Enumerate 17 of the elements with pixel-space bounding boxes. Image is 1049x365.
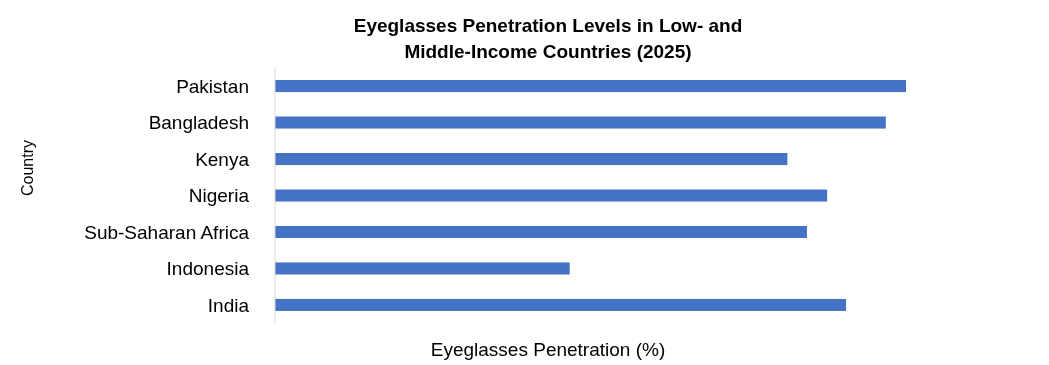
bar xyxy=(275,225,807,238)
bar xyxy=(275,153,788,166)
y-tick-label: India xyxy=(207,294,250,316)
y-tick-label: Sub-Saharan Africa xyxy=(84,221,250,243)
bar xyxy=(275,116,886,129)
y-tick-label: Pakistan xyxy=(176,75,249,97)
y-axis-title: Country xyxy=(19,139,36,197)
y-tick-label: Indonesia xyxy=(166,258,250,280)
bar xyxy=(275,189,828,202)
bar xyxy=(275,80,906,93)
bar xyxy=(275,262,570,275)
x-axis-title: Eyeglasses Penetration (%) xyxy=(430,339,666,360)
y-tick-label: Kenya xyxy=(195,148,250,170)
chart-title: Eyeglasses Penetration Levels in Low- and Middle-Income Countries (2025) xyxy=(353,15,743,62)
y-tick-label: Bangladesh xyxy=(148,112,249,134)
y-tick-label: Nigeria xyxy=(188,185,250,207)
bar xyxy=(275,298,847,311)
